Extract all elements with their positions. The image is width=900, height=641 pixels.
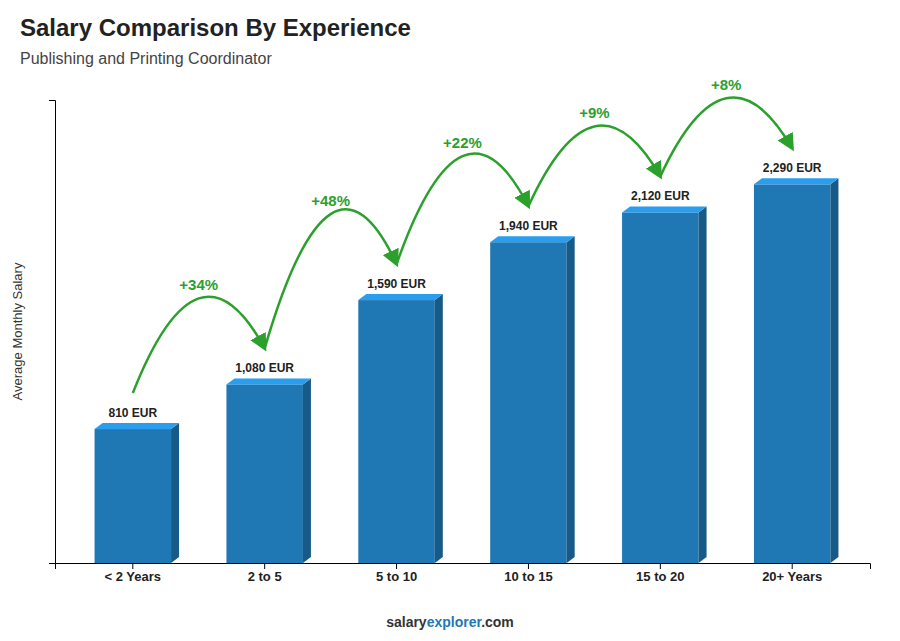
footer-part: explorer xyxy=(427,614,483,630)
footer-part: salary xyxy=(386,614,427,630)
x-tick-label: 20+ Years xyxy=(762,569,822,584)
data-labels: 810 EUR 1,080 EUR 1,590 EUR 1,940 EUR 2,120 … xyxy=(108,161,821,420)
bar xyxy=(226,384,302,563)
change-label: +8% xyxy=(711,76,741,93)
bar-group xyxy=(358,294,442,563)
bar-top xyxy=(226,378,310,384)
bar-group xyxy=(754,178,838,563)
data-label: 2,120 EUR xyxy=(631,189,690,203)
bar-side xyxy=(699,206,707,563)
bar-side xyxy=(435,294,443,563)
bar-group xyxy=(622,206,706,563)
change-label: +34% xyxy=(179,276,218,293)
x-tick: 5 to 10 xyxy=(376,563,417,584)
data-label: 2,290 EUR xyxy=(763,161,822,175)
x-tick-label: 5 to 10 xyxy=(376,569,417,584)
data-label: 1,080 EUR xyxy=(235,361,294,375)
x-tick: 2 to 5 xyxy=(248,563,282,584)
x-tick-mark xyxy=(396,563,397,569)
x-tick-label: 10 to 15 xyxy=(504,569,552,584)
x-tick-mark xyxy=(264,563,265,569)
change-label: +48% xyxy=(311,192,350,209)
bar-side xyxy=(830,178,838,563)
y-axis-title: Average Monthly Salary xyxy=(10,262,25,400)
x-axis: < 2 Years 2 to 5 5 to 10 10 to 15 15 to 20 20… xyxy=(56,563,871,584)
data-label: 1,940 EUR xyxy=(499,219,558,233)
x-tick-label: 15 to 20 xyxy=(636,569,684,584)
bar-group xyxy=(95,423,179,563)
change-arc xyxy=(265,209,397,348)
footer: salaryexplorer.com xyxy=(386,614,514,630)
bars xyxy=(95,178,839,563)
x-tick-label: 2 to 5 xyxy=(248,569,282,584)
y-axis xyxy=(49,101,56,564)
bar xyxy=(754,184,830,563)
bar xyxy=(95,429,171,563)
change-arc xyxy=(397,154,529,265)
x-tick-mark xyxy=(660,563,661,569)
x-tick: 20+ Years xyxy=(762,563,822,584)
bar-top xyxy=(358,294,442,300)
y-axis-line xyxy=(49,101,56,564)
bar-top xyxy=(95,423,179,429)
x-tick: 15 to 20 xyxy=(636,563,684,584)
x-tick-mark xyxy=(528,563,529,569)
bar xyxy=(490,242,566,563)
data-label: 1,590 EUR xyxy=(367,277,426,291)
change-arc xyxy=(660,98,792,177)
chart: Salary Comparison By Experience Publishin… xyxy=(0,0,900,641)
footer-part: .com xyxy=(481,614,514,630)
x-tick: 10 to 15 xyxy=(504,563,552,584)
subtitle: Publishing and Printing Coordinator xyxy=(20,50,272,67)
bar-group xyxy=(226,378,310,563)
annotations: +34% +48% +22% +9% +8% xyxy=(133,76,792,393)
bar-side xyxy=(567,236,575,563)
change-arc xyxy=(528,126,660,207)
change-label: +22% xyxy=(443,134,482,151)
bar xyxy=(358,300,434,563)
x-tick-mark xyxy=(132,563,133,569)
bar-side xyxy=(303,378,311,563)
change-label: +9% xyxy=(579,104,609,121)
bar xyxy=(622,212,698,563)
data-label: 810 EUR xyxy=(108,406,157,420)
x-axis-line xyxy=(56,564,871,570)
x-tick-mark xyxy=(792,563,793,569)
bar-top xyxy=(622,206,706,212)
change-arc xyxy=(133,297,265,393)
title: Salary Comparison By Experience xyxy=(20,14,411,41)
bar-side xyxy=(171,423,179,563)
bar-top xyxy=(490,236,574,242)
x-tick-label: < 2 Years xyxy=(105,569,162,584)
bar-top xyxy=(754,178,838,184)
bar-group xyxy=(490,236,574,563)
x-tick: < 2 Years xyxy=(105,563,162,584)
